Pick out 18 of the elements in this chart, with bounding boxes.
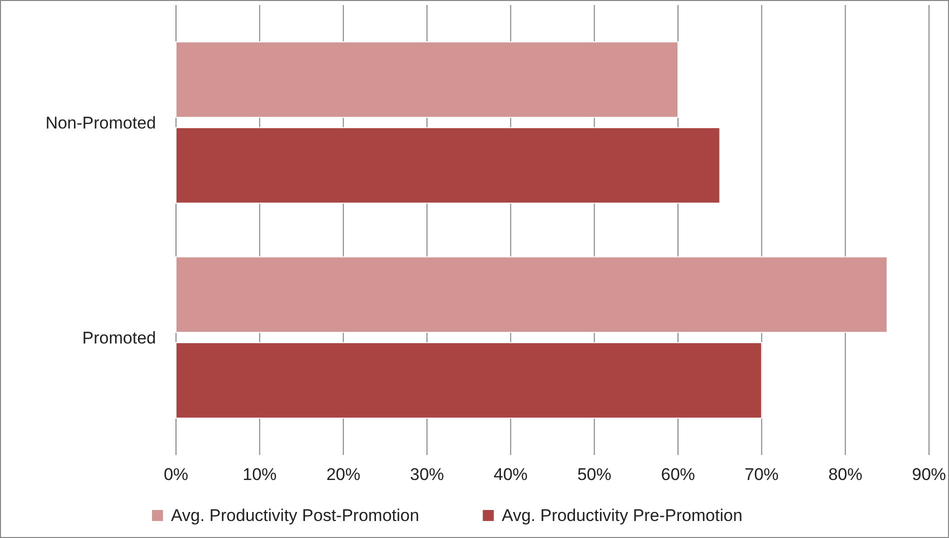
bar <box>176 256 888 333</box>
x-tick-label: 60% <box>660 465 696 484</box>
y-tick-label: Non-Promoted <box>45 114 156 132</box>
bar <box>176 342 762 419</box>
bar <box>176 41 678 118</box>
x-tick-label: 90% <box>912 465 946 484</box>
bar <box>176 127 720 204</box>
y-tick-label: Promoted <box>82 328 156 348</box>
x-tick-label: 70% <box>744 465 779 484</box>
x-tick-label: 20% <box>326 465 360 484</box>
x-tick-label: 50% <box>577 465 612 484</box>
x-tick-label: 0% <box>164 465 188 484</box>
legend-label: Avg. Productivity Pre-Promotion <box>502 506 742 525</box>
legend-label: Avg. Productivity Post-Promotion <box>171 506 420 525</box>
x-tick-label: 10% <box>242 465 277 484</box>
x-tick-label: 80% <box>828 465 862 484</box>
x-tick-label: 40% <box>494 465 528 484</box>
x-tick-label: 30% <box>410 465 444 484</box>
